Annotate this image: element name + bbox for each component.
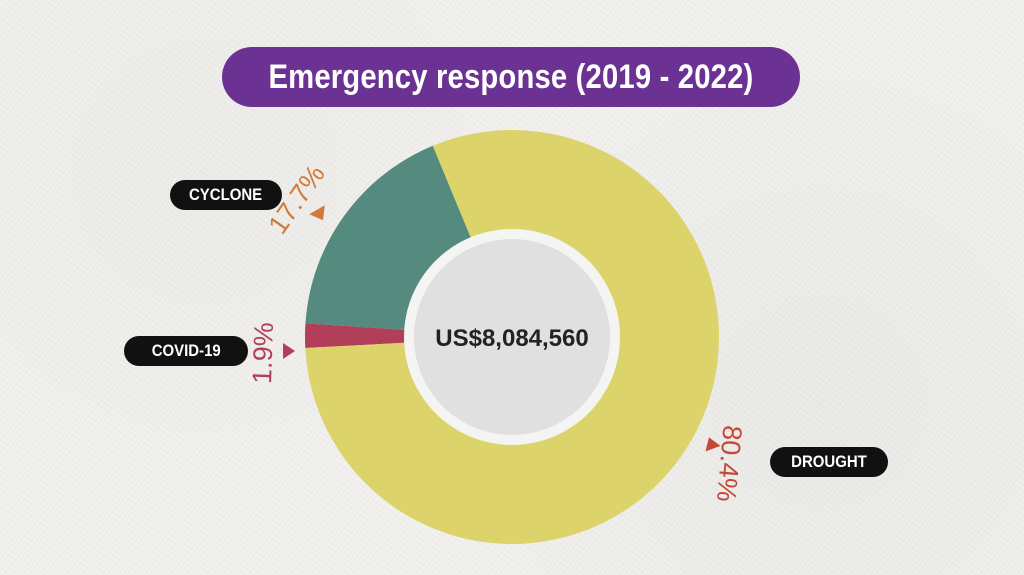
center-total-label: US$8,084,560: [435, 325, 588, 352]
slice-drought: [305, 130, 719, 545]
pointer-covid: [283, 343, 295, 359]
legend-label-cyclone: CYCLONE: [170, 180, 282, 210]
chart-title: Emergency response (2019 - 2022): [222, 47, 800, 107]
chart-title-text: Emergency response (2019 - 2022): [268, 57, 754, 96]
donut-slices: [305, 130, 719, 545]
legend-label-drought: DROUGHT: [770, 447, 888, 477]
pct-label-covid: 1.9%: [246, 321, 280, 385]
center-disc: [414, 239, 610, 435]
legend-label-covid: COVID-19: [124, 336, 248, 366]
slice-covid-19: [305, 323, 413, 349]
slice-cyclone: [305, 145, 474, 331]
